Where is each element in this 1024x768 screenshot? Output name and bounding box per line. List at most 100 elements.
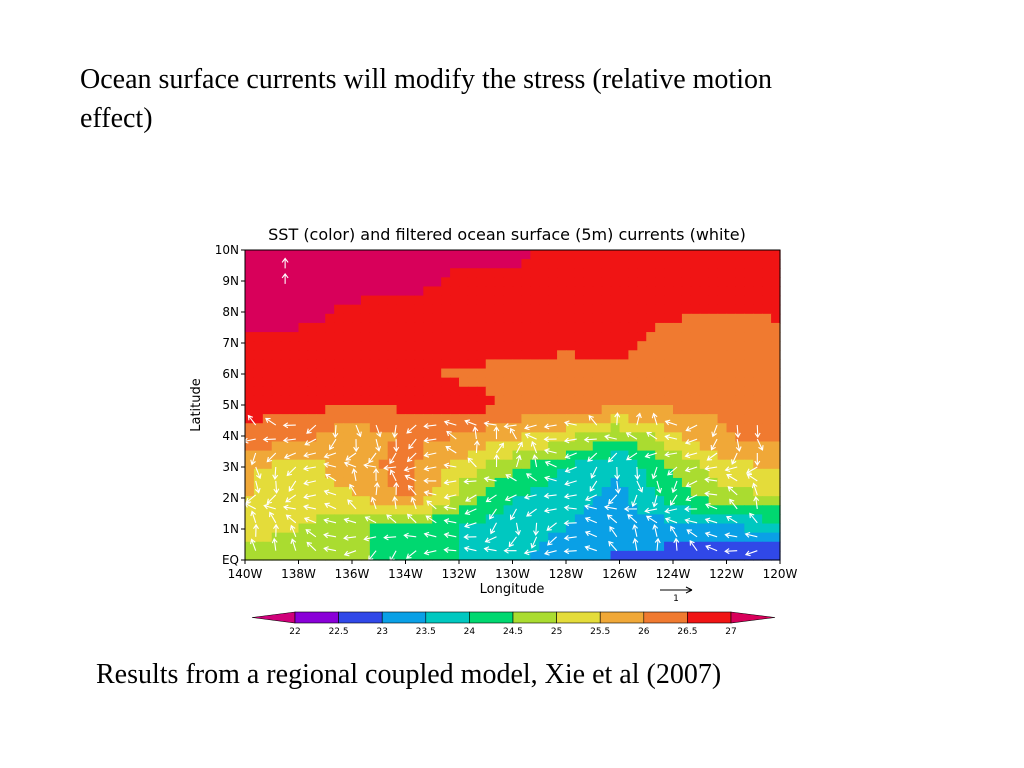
sst-cell [574,487,585,497]
sst-cell [485,550,496,561]
sst-cell [673,277,683,288]
sst-cell [432,304,442,315]
sst-cell [271,386,282,397]
sst-cell [334,286,344,297]
sst-cell [494,322,505,333]
sst-cell [735,505,745,516]
sst-cell [432,432,442,443]
sst-cell [744,377,754,388]
sst-cell [459,286,469,297]
current-arrow [584,545,597,552]
sst-cell [637,496,647,506]
sst-cell [298,359,309,370]
sst-cell [681,268,692,278]
sst-cell [253,304,264,315]
sst-cell [726,423,737,433]
sst-cell [271,295,282,306]
sst-cell [334,441,344,452]
sst-cell [717,359,728,370]
sst-cell [378,532,389,543]
sst-cell [717,250,728,260]
sst-cell [628,423,638,433]
sst-cell [325,277,335,288]
sst-cell [325,514,335,525]
sst-cell [708,459,719,470]
sst-cell [557,532,567,543]
sst-cell [548,313,558,324]
sst-cell [530,386,540,397]
sst-cell [690,432,701,443]
sst-cell [450,386,460,397]
sst-cell [539,322,549,333]
sst-cell [459,295,469,306]
sst-cell [690,541,701,552]
sst-cell [450,441,460,452]
current-arrow [250,452,257,466]
sst-cell [352,377,362,388]
sst-cell [450,277,460,288]
sst-cell [441,405,451,415]
sst-cell [360,277,371,288]
sst-cell [557,259,567,269]
sst-cell [503,250,514,260]
current-arrow [406,424,417,434]
sst-cell [396,441,407,452]
sst-cell [771,377,781,388]
sst-cell [521,505,531,516]
sst-cell [619,487,630,497]
sst-cell [280,332,291,342]
sst-cell [753,250,763,260]
sst-cell [744,414,754,424]
sst-cell [423,332,433,342]
current-arrow [423,490,437,496]
current-arrow [443,532,457,538]
sst-cell [432,277,442,288]
sst-cell [253,368,264,379]
sst-cell [619,432,630,443]
sst-cell [369,459,380,470]
sst-cell [735,313,745,324]
sst-cell [262,304,273,315]
sst-cell [476,414,487,424]
sst-cell [539,414,549,424]
sst-cell [262,377,273,388]
sst-cell [717,514,728,525]
current-arrow [303,493,317,500]
sst-cell [726,286,737,297]
y-tick-label: 7N [222,336,239,350]
sst-cell [334,277,344,288]
sst-cell [405,304,416,315]
sst-cell [583,313,594,324]
sst-cell [298,532,309,543]
sst-cell [334,405,344,415]
sst-cell [343,487,353,497]
current-arrow [607,494,618,505]
sst-cell [280,450,291,461]
sst-cell [494,468,505,479]
sst-cell [628,295,638,306]
sst-cell [343,514,353,525]
sst-cell [459,268,469,278]
sst-cell [378,250,389,260]
sst-cell [450,468,460,479]
colorbar-segment [512,611,557,624]
sst-cell [289,432,300,443]
sst-cell [476,541,487,552]
sst-cell [592,441,603,452]
sst-cell [548,386,558,397]
sst-cell [423,295,433,306]
sst-cell [245,377,255,388]
sst-cell [583,532,594,543]
sst-cell [762,441,772,452]
sst-cell [699,432,710,443]
sst-cell [574,505,585,516]
sst-cell [699,550,710,561]
sst-cell [245,432,255,443]
sst-cell [530,496,540,506]
sst-cell [423,250,433,260]
sst-cell [280,250,291,260]
sst-cell [405,386,416,397]
sst-cell [298,441,309,452]
sst-cell [637,341,647,351]
current-arrow [255,466,262,480]
